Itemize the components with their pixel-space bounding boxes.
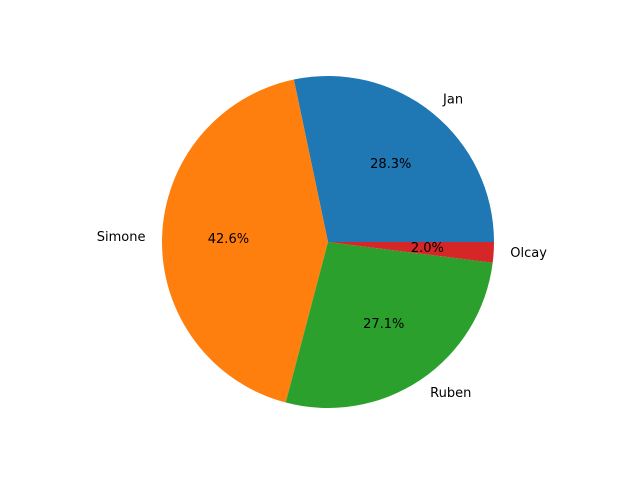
slice-pct-ruben: 27.1% <box>363 317 404 332</box>
slice-label-simone: Simone <box>97 230 146 245</box>
pie-slice-jan <box>293 76 494 242</box>
slice-pct-simone: 42.6% <box>208 232 249 247</box>
pie-slice-ruben <box>285 242 493 408</box>
slice-pct-jan: 28.3% <box>370 157 411 172</box>
pie-slices <box>161 76 494 408</box>
slice-pct-olcay: 2.0% <box>411 241 444 256</box>
pie-slice-simone <box>161 79 328 403</box>
slice-label-jan: Jan <box>442 93 463 108</box>
pie-slice-olcay <box>328 242 494 263</box>
pie-labels: Jan 28.3% Simone 42.6% Ruben 27.1% Olcay 2.0% <box>97 93 547 401</box>
slice-label-olcay: Olcay <box>510 246 547 261</box>
slice-label-ruben: Ruben <box>430 386 471 401</box>
